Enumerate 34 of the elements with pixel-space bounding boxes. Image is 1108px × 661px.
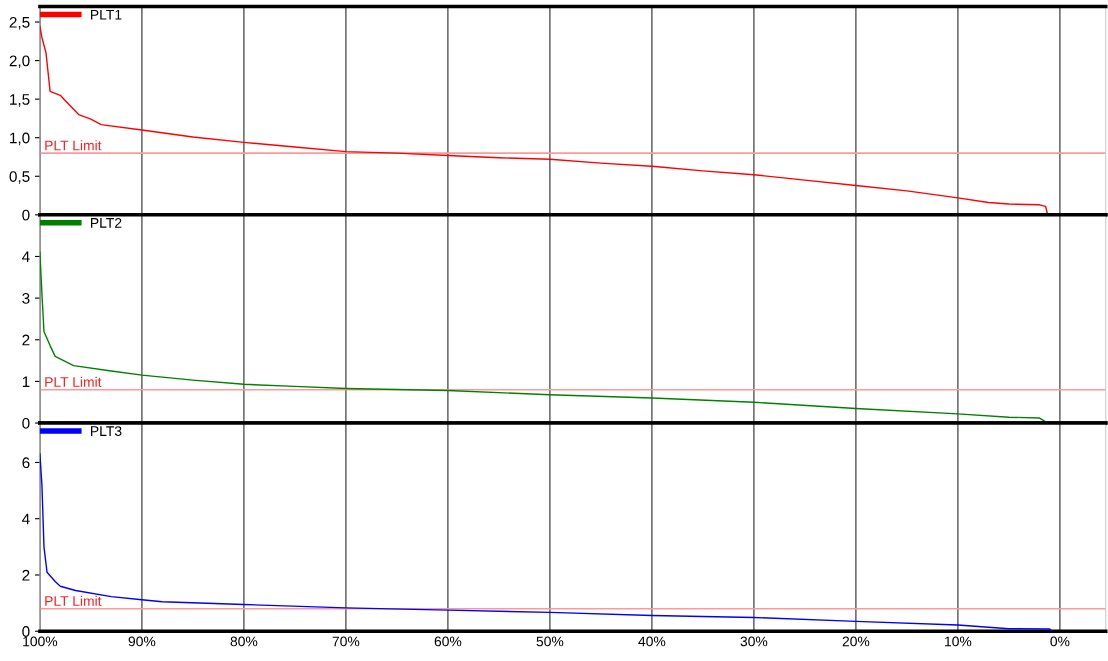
y-tick-label: 0,5 (9, 171, 30, 184)
ref-line-label: PLT Limit (45, 376, 102, 387)
legend-label: PLT3 (91, 426, 122, 437)
y-tick-label: 0 (22, 209, 30, 221)
ref-line-label: PLT Limit (45, 140, 102, 151)
x-tick-label: 80% (230, 636, 258, 647)
y-tick-label: 1,0 (10, 132, 30, 146)
y-tick-label: 4 (22, 513, 30, 525)
x-tick-label: 100% (23, 636, 58, 647)
y-tick-label: 6 (22, 457, 30, 469)
x-tick-label: 10% (945, 636, 972, 647)
x-tick-label: 0% (1050, 636, 1070, 647)
line-series (39, 453, 1053, 632)
x-tick-label: 60% (434, 636, 462, 647)
legend-label: PLT1 (91, 9, 122, 20)
y-tick-label: 1 (22, 376, 30, 387)
x-tick-label: 30% (740, 636, 768, 647)
y-tick-label: 0 (22, 417, 30, 429)
x-tick-label: 40% (638, 636, 666, 647)
y-tick-label: 2,5 (9, 16, 30, 30)
x-tick-label: 20% (842, 636, 870, 647)
y-tick-label: 1,5 (10, 94, 30, 107)
legend-label: PLT2 (91, 217, 122, 228)
line-series (39, 25, 1049, 215)
y-tick-label: 4 (22, 251, 30, 262)
x-tick-label: 70% (332, 636, 360, 647)
y-tick-label: 2 (22, 569, 30, 581)
x-tick-label: 90% (128, 636, 156, 647)
y-tick-label: 2 (22, 334, 30, 346)
y-tick-label: 2,0 (9, 55, 30, 69)
x-tick-label: 50% (536, 636, 564, 647)
y-tick-label: 0 (22, 626, 30, 637)
ref-line-label: PLT Limit (45, 595, 102, 606)
y-tick-label: 3 (22, 292, 30, 304)
